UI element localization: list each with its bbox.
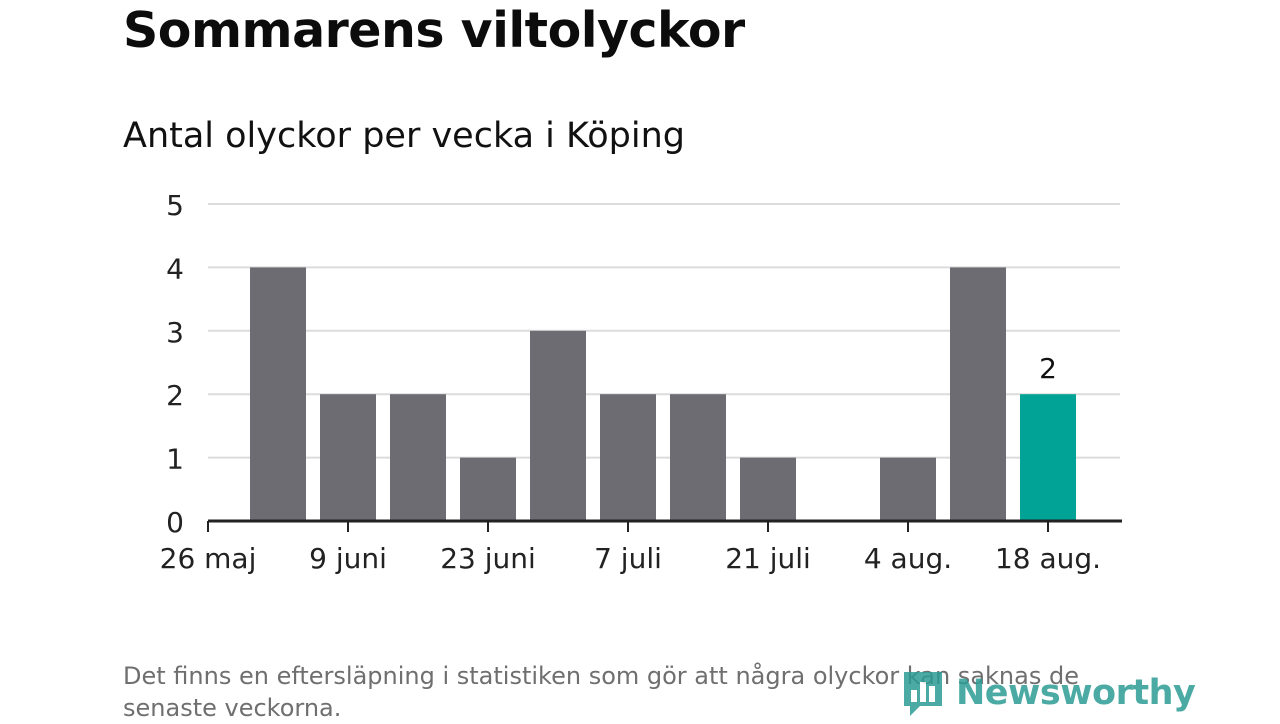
x-tick-label: 18 aug.	[995, 542, 1101, 575]
y-tick-label: 0	[166, 506, 184, 539]
chart-subtitle: Antal olyckor per vecka i Köping	[123, 116, 685, 156]
data-label: 2	[1039, 352, 1057, 385]
bar	[530, 330, 586, 521]
y-tick-label: 4	[166, 252, 184, 285]
bar	[880, 457, 936, 521]
bar	[460, 457, 516, 521]
x-tick-label: 7 juli	[594, 542, 662, 575]
bar	[670, 394, 726, 521]
bar	[390, 394, 446, 521]
bar	[600, 394, 656, 521]
bar	[740, 457, 796, 521]
highlight-bar	[1020, 394, 1076, 521]
bar	[250, 267, 306, 521]
x-tick-label: 23 juni	[440, 542, 536, 575]
bar	[320, 394, 376, 521]
bar-chart: 0 1 2 3 4 5 2 26 maj 9 juni 23 juni 7 juli 21 juli 4…	[160, 189, 1122, 575]
y-tick-label: 5	[166, 189, 184, 222]
x-tick-label: 21 juli	[725, 542, 811, 575]
chart-title: Sommarens viltolyckor	[123, 2, 745, 59]
y-tick-label: 2	[166, 379, 184, 412]
y-tick-label: 1	[166, 443, 184, 476]
bar	[950, 267, 1006, 521]
newsworthy-logo: Newsworthy	[902, 668, 1196, 718]
newsworthy-logo-icon	[904, 672, 942, 716]
x-tick-label: 26 maj	[160, 542, 257, 575]
y-tick-label: 3	[166, 316, 184, 349]
logo-text: Newsworthy	[956, 673, 1196, 713]
x-tick-label: 4 aug.	[864, 542, 952, 575]
x-tick-label: 9 juni	[309, 542, 387, 575]
